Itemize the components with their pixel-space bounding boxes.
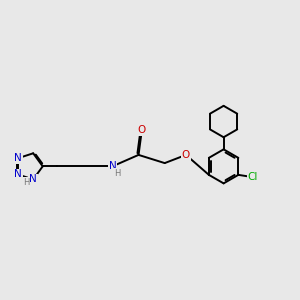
Text: N: N xyxy=(29,174,37,184)
Text: O: O xyxy=(138,125,146,135)
Text: H: H xyxy=(23,178,29,187)
Text: N: N xyxy=(109,161,116,171)
Text: N: N xyxy=(14,153,22,163)
Text: Cl: Cl xyxy=(248,172,258,182)
Text: H: H xyxy=(114,169,121,178)
Text: N: N xyxy=(14,169,22,179)
Text: O: O xyxy=(182,150,190,160)
